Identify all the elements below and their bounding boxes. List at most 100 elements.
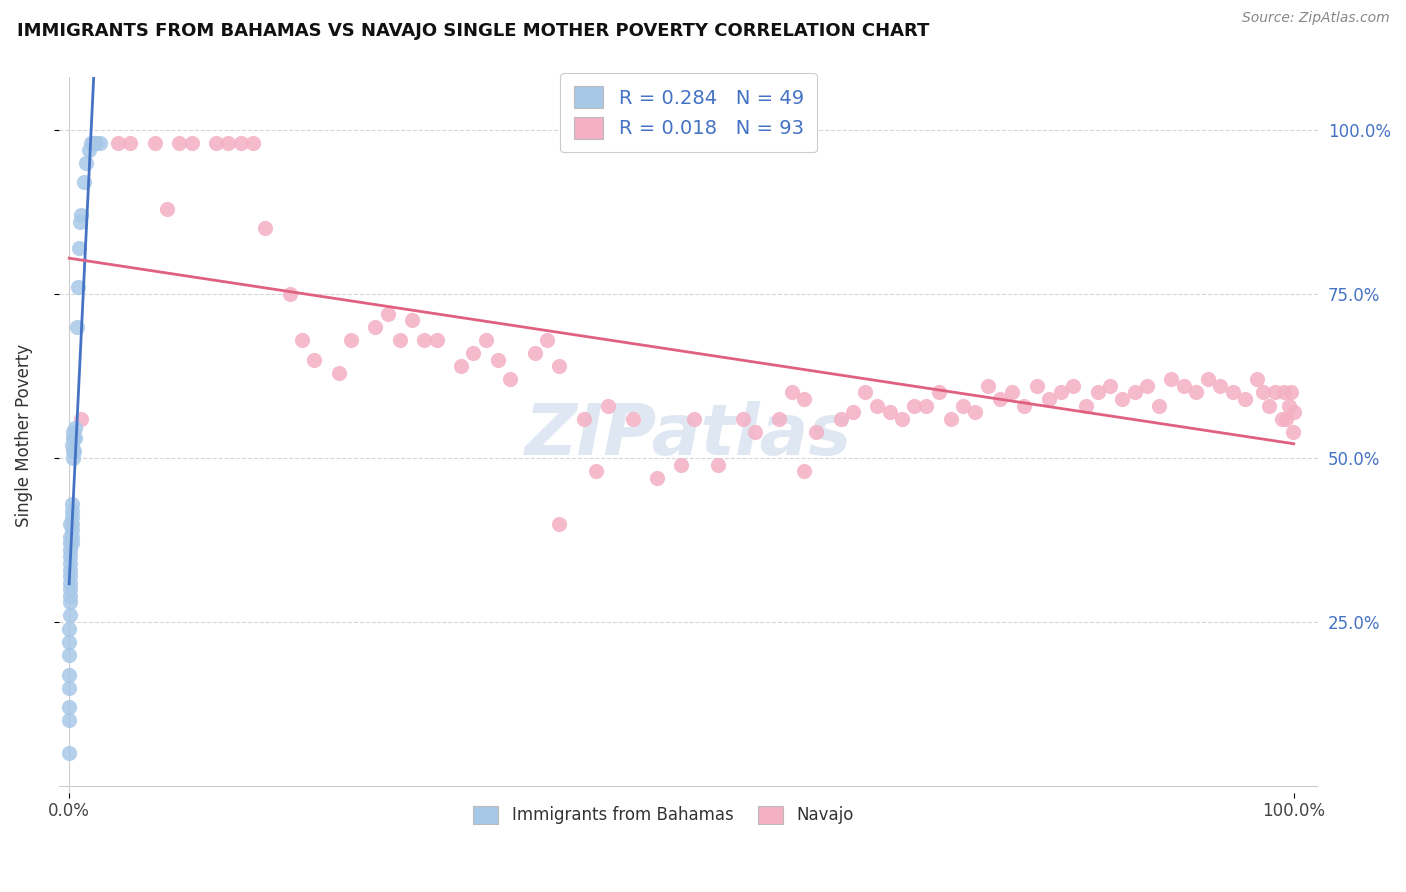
Point <box>486 352 509 367</box>
Point <box>866 399 889 413</box>
Point <box>60 510 83 524</box>
Point <box>120 136 142 150</box>
Point <box>1222 385 1244 400</box>
Point <box>793 464 815 478</box>
Point <box>302 352 325 367</box>
Point <box>1087 385 1109 400</box>
Point <box>1251 385 1274 400</box>
Point <box>463 346 485 360</box>
Text: IMMIGRANTS FROM BAHAMAS VS NAVAJO SINGLE MOTHER POVERTY CORRELATION CHART: IMMIGRANTS FROM BAHAMAS VS NAVAJO SINGLE… <box>17 22 929 40</box>
Point <box>793 392 815 406</box>
Point <box>59 556 82 570</box>
Point <box>63 444 86 458</box>
Point <box>60 438 83 452</box>
Point <box>806 425 828 439</box>
Point <box>744 425 766 439</box>
Point <box>1275 411 1298 425</box>
Point <box>1209 379 1232 393</box>
Point <box>450 359 472 373</box>
Point <box>1197 372 1219 386</box>
Point <box>1173 379 1195 393</box>
Point <box>939 411 962 425</box>
Point <box>278 287 301 301</box>
Point <box>169 136 191 150</box>
Point <box>65 421 87 435</box>
Point <box>59 536 82 550</box>
Point <box>340 333 363 347</box>
Point <box>988 392 1011 406</box>
Point <box>242 136 264 150</box>
Point <box>58 648 80 662</box>
Point <box>965 405 987 419</box>
Point <box>58 746 80 760</box>
Point <box>768 411 790 425</box>
Point <box>59 563 82 577</box>
Point <box>59 542 82 557</box>
Point <box>1001 385 1024 400</box>
Point <box>523 346 546 360</box>
Point <box>780 385 803 400</box>
Point <box>413 333 436 347</box>
Point <box>58 681 80 695</box>
Point <box>1160 372 1182 386</box>
Legend: Immigrants from Bahamas, Navajo: Immigrants from Bahamas, Navajo <box>463 796 865 834</box>
Point <box>62 425 84 439</box>
Point <box>60 536 83 550</box>
Point <box>1136 379 1159 393</box>
Point <box>1279 385 1302 400</box>
Point <box>879 405 901 419</box>
Point <box>952 399 974 413</box>
Point <box>60 530 83 544</box>
Point <box>1278 399 1301 413</box>
Point <box>671 458 693 472</box>
Point <box>65 319 87 334</box>
Point <box>80 136 103 150</box>
Point <box>1099 379 1122 393</box>
Point <box>59 589 82 603</box>
Point <box>536 333 558 347</box>
Point <box>903 399 925 413</box>
Point <box>1270 411 1292 425</box>
Point <box>62 444 84 458</box>
Point <box>548 516 571 531</box>
Point <box>1281 425 1303 439</box>
Point <box>1025 379 1047 393</box>
Point <box>70 411 93 425</box>
Point <box>1147 399 1170 413</box>
Point <box>915 399 938 413</box>
Point <box>890 411 912 425</box>
Text: ZIPatlas: ZIPatlas <box>526 401 852 469</box>
Point <box>205 136 228 150</box>
Point <box>83 136 105 150</box>
Point <box>70 208 93 222</box>
Point <box>156 202 179 216</box>
Point <box>73 176 96 190</box>
Point <box>65 431 87 445</box>
Point <box>585 464 607 478</box>
Point <box>58 714 80 728</box>
Point <box>388 333 411 347</box>
Point <box>1111 392 1133 406</box>
Point <box>59 582 82 597</box>
Point <box>1123 385 1146 400</box>
Point <box>830 411 852 425</box>
Point <box>58 667 80 681</box>
Point <box>75 155 97 169</box>
Point <box>1185 385 1208 400</box>
Point <box>1050 385 1073 400</box>
Point <box>731 411 754 425</box>
Point <box>59 549 82 564</box>
Point <box>596 399 619 413</box>
Point <box>143 136 166 150</box>
Point <box>572 411 595 425</box>
Point <box>842 405 865 419</box>
Point <box>254 221 277 235</box>
Point <box>58 700 80 714</box>
Point <box>499 372 522 386</box>
Point <box>645 471 668 485</box>
Point <box>364 319 387 334</box>
Point <box>1062 379 1084 393</box>
Point <box>707 458 730 472</box>
Point <box>426 333 449 347</box>
Point <box>1272 385 1295 400</box>
